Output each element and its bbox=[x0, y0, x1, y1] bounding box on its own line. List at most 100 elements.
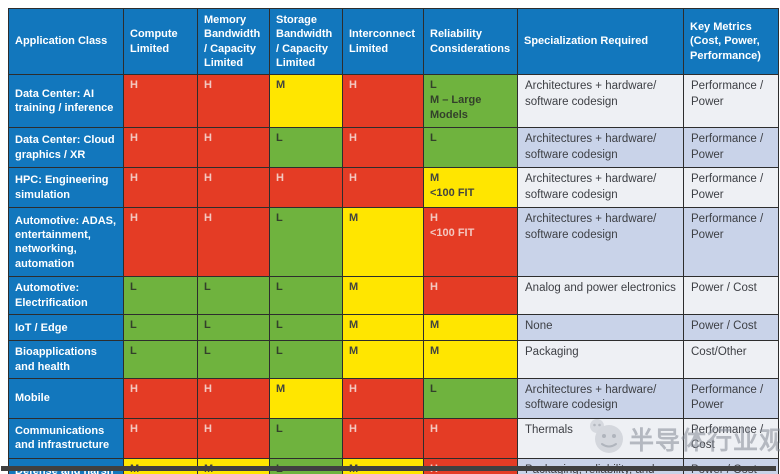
level-letter: H bbox=[349, 422, 357, 435]
level-letter: M bbox=[430, 319, 440, 332]
row-label-application-class: IoT / Edge bbox=[8, 314, 124, 342]
storage-level-cell: L bbox=[269, 417, 343, 459]
level-letter: L bbox=[430, 132, 437, 145]
key-metrics-cell: Performance / Cost bbox=[683, 417, 779, 459]
column-header-storage-bandwidth: Storage Bandwidth / Capacity Limited bbox=[269, 7, 343, 76]
reliability-level-cell: L bbox=[423, 377, 518, 419]
storage-level-cell: L bbox=[269, 314, 343, 342]
memory-level-cell: H bbox=[197, 74, 270, 129]
level-letter: L bbox=[276, 132, 283, 145]
level-letter: H bbox=[130, 79, 138, 92]
level-letter: L bbox=[276, 422, 283, 435]
table-row: Communications and infrastructure H H L H H Th… bbox=[8, 417, 779, 459]
specialization-cell: None bbox=[517, 314, 684, 342]
key-metrics-cell: Performance / Power bbox=[683, 377, 779, 419]
level-letter: M bbox=[349, 319, 359, 332]
level-letter: M bbox=[276, 382, 286, 395]
compute-level-cell: L bbox=[123, 276, 198, 316]
level-letter: L bbox=[276, 281, 283, 294]
reliability-level-cell: H bbox=[423, 276, 518, 316]
level-letter: H bbox=[430, 422, 438, 435]
level-letter: H bbox=[130, 212, 138, 225]
key-metrics-cell: Performance / Power bbox=[683, 74, 779, 129]
level-letter: H bbox=[430, 281, 438, 294]
table-row: Data Center: Cloud graphics / XR H H L H L Arc… bbox=[8, 127, 779, 169]
compute-level-cell: L bbox=[123, 340, 198, 379]
row-label-application-class: Bioapplications and health bbox=[8, 340, 124, 379]
row-label-application-class: HPC: Engineering simulation bbox=[8, 167, 124, 209]
level-note: <100 FIT bbox=[430, 187, 475, 200]
memory-level-cell: H bbox=[197, 127, 270, 169]
memory-level-cell: H bbox=[197, 417, 270, 459]
specialization-cell: Architectures + hardware/ software codes… bbox=[517, 207, 684, 278]
storage-level-cell: H bbox=[269, 167, 343, 209]
application-constraints-table: Application Class Compute Limited Memory… bbox=[8, 7, 779, 474]
key-metrics-cell: Performance / Power bbox=[683, 167, 779, 209]
row-label-application-class: Automotive: ADAS, entertainment, network… bbox=[8, 207, 124, 278]
level-note: M – Large Models bbox=[430, 94, 482, 121]
storage-level-cell: M bbox=[269, 74, 343, 129]
memory-level-cell: L bbox=[197, 340, 270, 379]
memory-level-cell: H bbox=[197, 167, 270, 209]
level-letter: L bbox=[430, 79, 437, 92]
table-row: IoT / Edge L L L M M None Power / Cost bbox=[8, 314, 779, 342]
reliability-level-cell: M bbox=[423, 340, 518, 379]
storage-level-cell: L bbox=[269, 207, 343, 278]
interconnect-level-cell: M bbox=[342, 276, 424, 316]
column-header-key-metrics: Key Metrics (Cost, Power, Performance) bbox=[683, 7, 779, 76]
level-letter: H bbox=[204, 382, 212, 395]
specialization-cell: Thermals bbox=[517, 417, 684, 459]
key-metrics-cell: Power / Cost bbox=[683, 314, 779, 342]
memory-level-cell: L bbox=[197, 314, 270, 342]
reliability-level-cell: L bbox=[423, 127, 518, 169]
specialization-cell: Architectures + hardware/ software codes… bbox=[517, 74, 684, 129]
compute-level-cell: H bbox=[123, 74, 198, 129]
level-letter: L bbox=[276, 345, 283, 358]
bottom-divider-bar bbox=[1, 466, 776, 471]
memory-level-cell: H bbox=[197, 377, 270, 419]
specialization-cell: Architectures + hardware/ software codes… bbox=[517, 127, 684, 169]
level-letter: H bbox=[276, 172, 284, 185]
level-letter: L bbox=[204, 345, 211, 358]
level-letter: H bbox=[204, 212, 212, 225]
level-letter: L bbox=[130, 319, 137, 332]
level-letter: L bbox=[204, 281, 211, 294]
reliability-level-cell: H bbox=[423, 417, 518, 459]
compute-level-cell: H bbox=[123, 167, 198, 209]
level-letter: H bbox=[349, 172, 357, 185]
reliability-level-cell: M bbox=[423, 314, 518, 342]
row-label-application-class: Data Center: Cloud graphics / XR bbox=[8, 127, 124, 169]
header-row: Application Class Compute Limited Memory… bbox=[8, 7, 779, 76]
table-row: Data Center: AI training / inference H H M H… bbox=[8, 74, 779, 129]
interconnect-level-cell: M bbox=[342, 314, 424, 342]
column-header-interconnect-limited: Interconnect Limited bbox=[342, 7, 424, 76]
interconnect-level-cell: H bbox=[342, 417, 424, 459]
table-header: Application Class Compute Limited Memory… bbox=[8, 7, 779, 76]
level-letter: H bbox=[430, 212, 438, 225]
level-letter: H bbox=[130, 422, 138, 435]
reliability-level-cell: M <100 FIT bbox=[423, 167, 518, 209]
level-letter: L bbox=[430, 382, 437, 395]
storage-level-cell: M bbox=[269, 377, 343, 419]
row-label-application-class: Mobile bbox=[8, 377, 124, 419]
interconnect-level-cell: H bbox=[342, 127, 424, 169]
level-letter: H bbox=[349, 132, 357, 145]
key-metrics-cell: Performance / Power bbox=[683, 127, 779, 169]
level-letter: H bbox=[204, 132, 212, 145]
specialization-cell: Architectures + hardware/ software codes… bbox=[517, 167, 684, 209]
interconnect-level-cell: H bbox=[342, 74, 424, 129]
column-header-memory-bandwidth: Memory Bandwidth / Capacity Limited bbox=[197, 7, 270, 76]
column-header-reliability: Reliability Considerations bbox=[423, 7, 518, 76]
storage-level-cell: L bbox=[269, 127, 343, 169]
compute-level-cell: H bbox=[123, 417, 198, 459]
table-row: HPC: Engineering simulation H H H H M <100 FIT… bbox=[8, 167, 779, 209]
table-row: Mobile H H M H L Architectures + hardware/ sof… bbox=[8, 377, 779, 419]
compute-level-cell: H bbox=[123, 377, 198, 419]
column-header-application-class: Application Class bbox=[8, 7, 124, 76]
level-letter: M bbox=[430, 172, 440, 185]
level-letter: L bbox=[204, 319, 211, 332]
table-row: Bioapplications and health L L L M M Packaging… bbox=[8, 340, 779, 379]
level-letter: L bbox=[130, 281, 137, 294]
key-metrics-cell: Power / Cost bbox=[683, 276, 779, 316]
